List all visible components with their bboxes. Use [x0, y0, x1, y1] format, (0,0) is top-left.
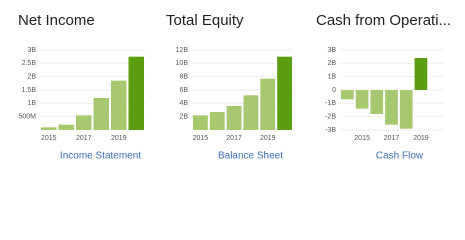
x-tick-label: 2019: [260, 135, 276, 142]
bar: [76, 115, 92, 130]
y-tick-label: 6B: [179, 87, 188, 94]
report-link[interactable]: Cash Flow: [376, 151, 424, 162]
bar: [341, 90, 354, 100]
bar: [370, 90, 384, 114]
chart-title: Net Income: [18, 12, 95, 29]
x-tick-label: 2019: [413, 135, 429, 142]
y-tick-label: 2B: [179, 114, 188, 121]
y-tick-label: 12B: [176, 47, 189, 54]
bar: [414, 58, 428, 90]
bar: [243, 95, 259, 130]
x-tick-label: 2019: [111, 135, 127, 142]
report-link[interactable]: Income Statement: [60, 151, 141, 162]
bar: [41, 127, 57, 130]
report-link[interactable]: Balance Sheet: [218, 151, 283, 162]
y-tick-label: 1B: [327, 74, 336, 81]
y-tick-label: 500M: [18, 114, 36, 121]
y-tick-label: 10B: [176, 60, 189, 67]
bar: [209, 112, 225, 130]
bar: [93, 98, 109, 130]
y-tick-label: 8B: [179, 74, 188, 81]
x-tick-label: 2015: [354, 135, 370, 142]
screenshot: Net Income 500M 1B 1.5B 2B 2.5B 3B 2015 2017 2019…: [18, 12, 451, 162]
bar: [128, 56, 144, 130]
bar: [111, 80, 127, 130]
x-tick-label: 2017: [76, 135, 92, 142]
y-tick-label: 1.5B: [22, 87, 37, 94]
x-tick-label: 2017: [226, 135, 242, 142]
bar: [193, 115, 208, 130]
x-tick-label: 2017: [384, 135, 400, 142]
y-tick-label: 2B: [327, 60, 336, 67]
chart-title: Cash from Operati...: [316, 12, 451, 29]
y-tick-label: 0: [332, 87, 336, 94]
bar: [385, 90, 398, 125]
bar: [260, 78, 276, 130]
bar: [277, 56, 292, 130]
y-tick-label: 3B: [27, 47, 36, 54]
bar: [58, 124, 74, 130]
x-tick-label: 2015: [193, 135, 209, 142]
y-tick-label: 2.5B: [22, 60, 37, 67]
chart-title: Total Equity: [166, 12, 244, 29]
y-tick-label: 4B: [179, 100, 188, 107]
bar: [355, 90, 369, 109]
y-tick-label: -1B: [325, 100, 336, 107]
x-tick-label: 2015: [41, 135, 57, 142]
y-tick-label: 2B: [27, 74, 36, 81]
bar: [399, 90, 413, 129]
y-tick-label: -2B: [325, 114, 336, 121]
y-tick-label: -3B: [325, 127, 336, 134]
bar: [226, 106, 242, 130]
y-tick-label: 3B: [327, 47, 336, 54]
y-tick-label: 1B: [27, 100, 36, 107]
